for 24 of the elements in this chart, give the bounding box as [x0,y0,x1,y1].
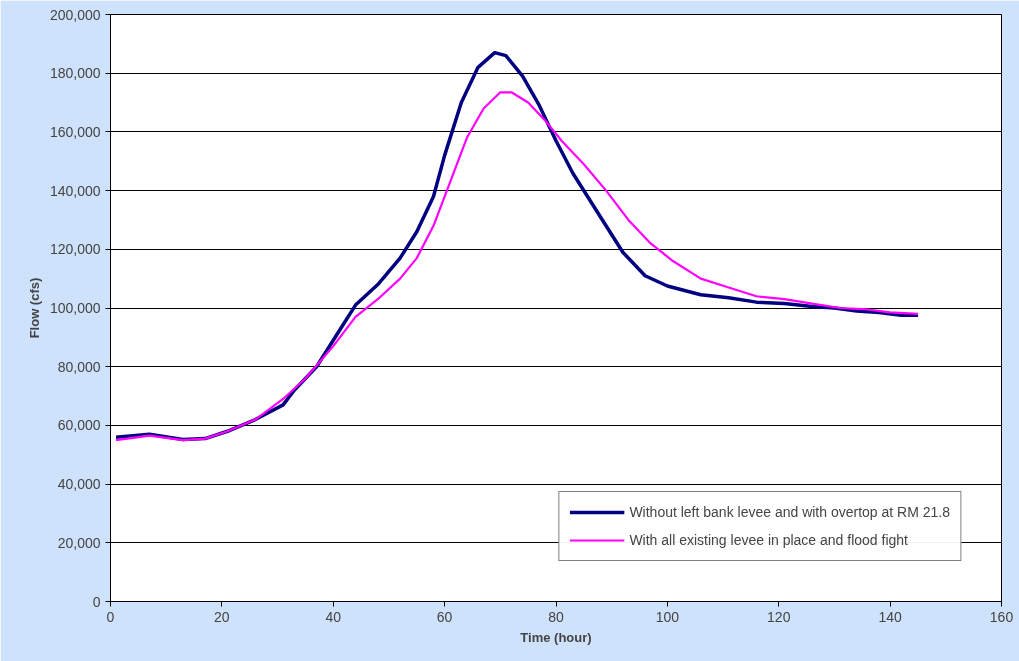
x-tick-label: 140 [878,608,903,625]
y-tick-label: 0 [92,593,101,610]
x-axis-title: Time (hour) [520,629,592,645]
x-tick-label: 20 [214,608,230,625]
legend-label: Without left bank levee and with overtop at RM 21.8 [629,504,950,520]
y-tick-label: 20,000 [57,534,101,551]
y-tick-label: 40,000 [57,476,101,493]
x-tick-label: 40 [325,608,342,625]
x-tick-label: 100 [655,608,680,625]
y-tick-label: 120,000 [49,241,101,258]
x-tick-label: 60 [436,608,453,625]
x-tick-label: 80 [548,608,564,625]
x-tick-label: 0 [106,608,115,625]
y-axis-title: Flow (cfs) [26,277,42,339]
y-tick-label: 60,000 [57,417,101,434]
y-tick-label: 160,000 [49,123,101,140]
y-tick-label: 180,000 [49,65,101,82]
legend-label: With all existing levee in place and flood fight [629,532,908,548]
x-tick-label: 160 [989,608,1014,625]
x-tick-label: 120 [767,608,791,625]
y-tick-label: 200,000 [49,6,101,23]
y-tick-label: 100,000 [49,300,101,316]
y-tick-label: 140,000 [49,182,101,199]
y-tick-label: 80,000 [57,358,101,375]
